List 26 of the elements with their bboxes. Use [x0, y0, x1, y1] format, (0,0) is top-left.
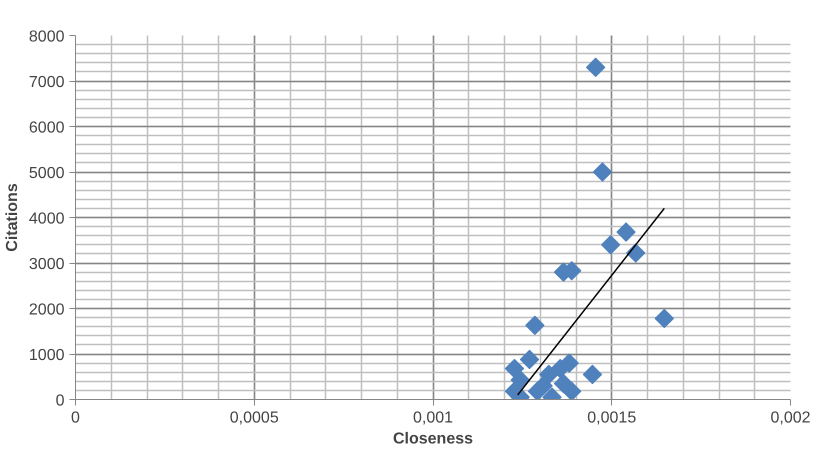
x-tick-label: 0,0015 — [587, 410, 636, 426]
x-tick-label: 0,001 — [412, 410, 454, 426]
y-tick-label: 7000 — [28, 74, 65, 91]
point — [525, 316, 545, 336]
x-axis-title: Closeness — [392, 430, 474, 448]
y-tick-label: 0 — [56, 392, 65, 410]
point — [600, 235, 620, 254]
y-tick-label: 5000 — [28, 165, 65, 182]
x-tick-label: 0,0005 — [230, 410, 279, 426]
point — [586, 58, 606, 78]
point — [562, 382, 582, 400]
y-axis-title: Citations — [4, 183, 21, 252]
y-tick-label: 6000 — [28, 120, 65, 136]
y-tick-label: 1000 — [28, 347, 65, 364]
point — [520, 350, 540, 370]
x-tick-label: 0 — [71, 410, 80, 426]
point — [616, 222, 636, 242]
y-tick-label: 4000 — [28, 210, 65, 228]
point — [654, 308, 674, 328]
point — [582, 364, 602, 384]
y-tick-label: 3000 — [28, 256, 65, 273]
point — [533, 376, 553, 396]
point — [592, 162, 612, 182]
x-tick-label: 0,002 — [770, 410, 811, 426]
y-tick-label: 8000 — [28, 28, 65, 46]
y-tick-label: 2000 — [28, 302, 65, 318]
